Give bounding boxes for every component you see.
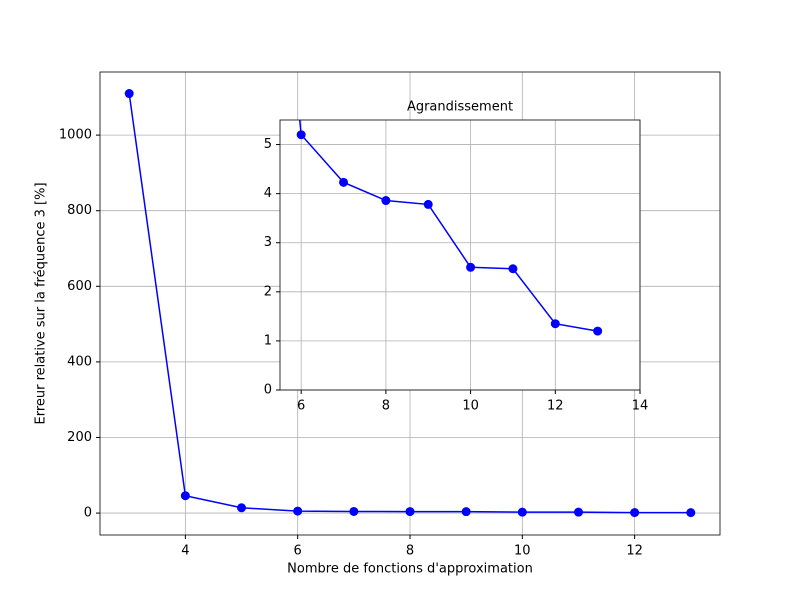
marker (630, 508, 640, 518)
x-tick-label: 10 (462, 399, 479, 414)
x-tick-label: 12 (547, 399, 564, 414)
marker (573, 507, 583, 517)
x-tick-label: 6 (297, 399, 305, 414)
y-tick-label: 1 (264, 333, 272, 348)
x-tick-label: 8 (382, 399, 390, 414)
marker (180, 491, 190, 501)
y-tick-label: 600 (67, 279, 92, 294)
data-layer (296, 120, 603, 336)
marker (381, 196, 391, 206)
y-tick-label: 3 (264, 235, 272, 250)
marker (293, 506, 303, 516)
x-tick-label: 10 (514, 544, 531, 559)
x-tick-label: 14 (632, 399, 649, 414)
plot-area (280, 120, 640, 390)
marker (237, 503, 247, 513)
y-tick-label: 4 (264, 186, 272, 201)
marker (686, 508, 696, 518)
y-tick-label: 0 (264, 383, 272, 398)
marker (124, 89, 134, 99)
y-tick-label: 0 (84, 506, 92, 521)
y-axis-label: Erreur relative sur la fréquence 3 [%] (34, 182, 49, 424)
marker (466, 262, 476, 272)
marker (423, 199, 433, 209)
marker (296, 130, 306, 140)
y-tick-label: 400 (67, 354, 92, 369)
marker (349, 506, 359, 516)
y-tick-label: 200 (67, 430, 92, 445)
marker (405, 507, 415, 517)
y-tick-label: 800 (67, 203, 92, 218)
y-tick-label: 1000 (59, 128, 92, 143)
chart-title: Agrandissement (407, 100, 513, 115)
y-tick-label: 5 (264, 137, 272, 152)
marker (593, 326, 603, 336)
x-tick-label: 4 (181, 544, 189, 559)
data-layer (124, 89, 696, 518)
y-tick-label: 2 (264, 284, 272, 299)
x-tick-label: 6 (294, 544, 302, 559)
marker (550, 319, 560, 329)
x-tick-label: 8 (406, 544, 414, 559)
marker (517, 507, 527, 517)
marker (508, 264, 518, 274)
axes-frame (99, 71, 721, 536)
marker (461, 507, 471, 517)
axes-frame (279, 119, 641, 391)
x-tick-label: 12 (626, 544, 643, 559)
marker (339, 177, 349, 187)
x-axis-label: Nombre de fonctions d'approximation (287, 562, 533, 577)
